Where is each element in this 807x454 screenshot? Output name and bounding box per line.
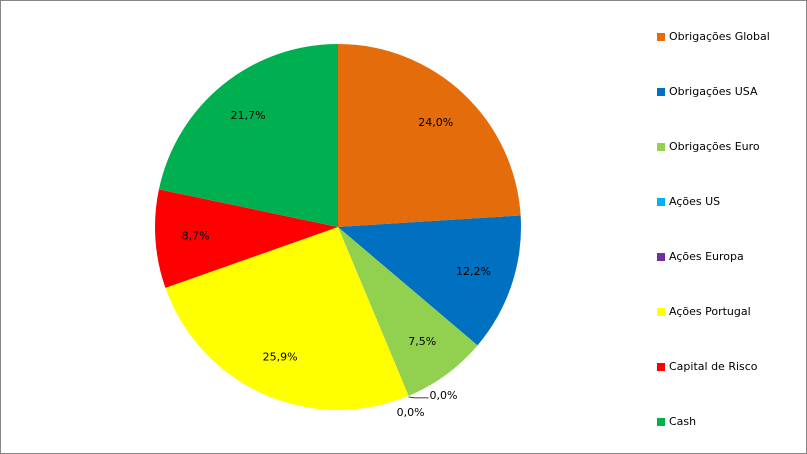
pie-slice <box>165 227 409 410</box>
legend-swatch <box>657 308 665 316</box>
data-label: 12,2% <box>456 265 491 278</box>
legend-label: Ações US <box>669 195 720 208</box>
data-label: 21,7% <box>231 109 266 122</box>
legend-swatch <box>657 198 665 206</box>
pie-slice <box>338 215 521 346</box>
legend-swatch <box>657 253 665 261</box>
legend-label: Obrigações Global <box>669 30 770 43</box>
data-label: 8,7% <box>182 229 210 242</box>
pie-slice <box>155 189 338 288</box>
legend-label: Capital de Risco <box>669 360 758 373</box>
legend-label: Obrigações USA <box>669 85 758 98</box>
legend-swatch <box>657 363 665 371</box>
legend-label: Cash <box>669 415 696 428</box>
leader-line <box>408 396 429 399</box>
data-label: 24,0% <box>418 116 453 129</box>
legend-label: Ações Europa <box>669 250 744 263</box>
pie-slice <box>158 44 338 227</box>
pie-slice <box>338 227 478 396</box>
pie-slice <box>338 44 521 227</box>
legend-label: Obrigações Euro <box>669 140 760 153</box>
data-label: 25,9% <box>263 350 298 363</box>
legend-swatch <box>657 418 665 426</box>
data-label: 7,5% <box>408 335 436 348</box>
legend-swatch <box>657 143 665 151</box>
legend-label: Ações Portugal <box>669 305 751 318</box>
legend-swatch <box>657 33 665 41</box>
data-label: 0,0% <box>397 406 425 419</box>
data-label: 0,0% <box>430 389 458 402</box>
legend-swatch <box>657 88 665 96</box>
